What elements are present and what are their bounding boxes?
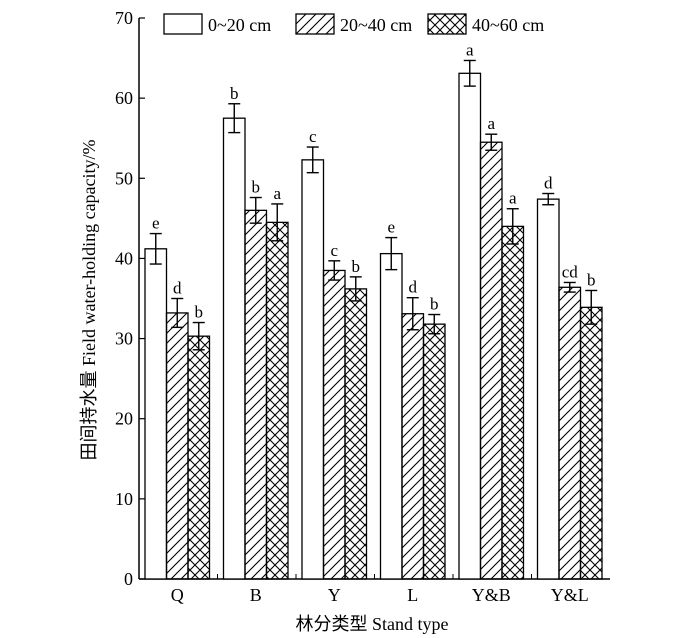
legend-label: 20~40 cm: [340, 15, 412, 35]
bar: [165, 312, 189, 580]
legend-swatch: [295, 13, 335, 35]
significance-label: b: [430, 295, 439, 314]
bar: [187, 335, 211, 580]
bar: [379, 252, 403, 580]
bar: [244, 209, 268, 580]
bar: [536, 198, 560, 580]
legend-label: 0~20 cm: [208, 15, 271, 35]
significance-label: d: [544, 174, 553, 193]
significance-label: b: [195, 303, 204, 322]
legend-label: 40~60 cm: [472, 15, 544, 35]
bar: [144, 248, 168, 580]
significance-label: cd: [562, 262, 579, 281]
x-tick-label: Y&B: [472, 585, 511, 605]
significance-label: e: [152, 214, 160, 233]
bar: [265, 221, 289, 580]
x-tick-label: Y: [328, 585, 341, 605]
significance-label: e: [387, 218, 395, 237]
significance-label: c: [309, 127, 317, 146]
bar: [401, 313, 425, 580]
significance-label: d: [173, 279, 182, 298]
bar: [579, 306, 603, 580]
bar: [479, 141, 503, 580]
significance-label: c: [330, 241, 338, 260]
bar: [422, 323, 446, 580]
significance-label: a: [509, 189, 517, 208]
y-tick-label: 10: [115, 489, 133, 509]
bar: [301, 159, 325, 580]
significance-label: b: [587, 270, 596, 289]
bar: [322, 269, 346, 580]
bar: [458, 72, 482, 580]
x-tick-label: Y&L: [551, 585, 589, 605]
significance-label: a: [273, 184, 281, 203]
significance-label: a: [466, 40, 474, 59]
y-tick-label: 0: [124, 569, 133, 589]
significance-label: b: [352, 257, 361, 276]
bar: [558, 286, 582, 580]
significance-label: b: [230, 84, 239, 103]
y-tick-label: 40: [115, 248, 133, 268]
x-tick-label: L: [407, 585, 418, 605]
bar: [501, 225, 525, 580]
bar: [344, 288, 368, 580]
x-axis-title: 林分类型 Stand type: [296, 614, 449, 634]
x-tick-label: Q: [171, 585, 184, 605]
y-tick-label: 30: [115, 329, 133, 349]
y-tick-label: 20: [115, 409, 133, 429]
y-tick-label: 70: [115, 8, 133, 28]
y-tick-label: 60: [115, 88, 133, 108]
y-axis-title: 田间持水量 Field water-holding capacity/%: [79, 139, 99, 460]
legend-swatch: [163, 13, 203, 35]
significance-label: b: [252, 178, 261, 197]
significance-label: a: [487, 114, 495, 133]
significance-label: d: [409, 278, 418, 297]
legend-swatch: [427, 13, 467, 35]
bar: [222, 117, 246, 580]
y-tick-label: 50: [115, 168, 133, 188]
x-tick-label: B: [250, 585, 262, 605]
